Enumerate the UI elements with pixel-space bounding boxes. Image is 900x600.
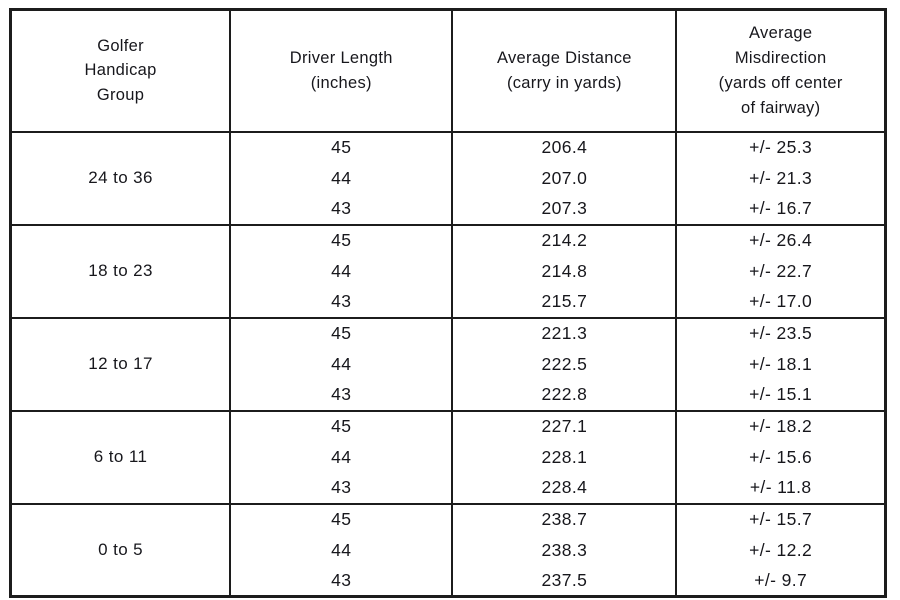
misdirection-cell: +/- 26.4 — [675, 223, 887, 256]
header-driver-length: Driver Length (inches) — [229, 9, 454, 133]
driver-length-cell: 45 — [229, 130, 454, 163]
misdirection-cell: +/- 17.0 — [675, 286, 887, 318]
handicap-group-cell: 24 to 36 — [9, 130, 232, 225]
avg-distance-cell: 222.5 — [451, 348, 678, 380]
driver-length-cell: 43 — [229, 286, 454, 318]
table-row: 0 to 5 45 238.7 +/- 15.7 — [9, 502, 887, 597]
driver-length-cell: 44 — [229, 162, 454, 194]
table-row: 43 228.4 +/- 11.8 — [11, 472, 887, 504]
table-row: 18 to 23 45 214.2 +/- 26.4 — [9, 223, 887, 318]
misdirection-cell: +/- 18.1 — [675, 348, 887, 380]
table-row: 24 to 36 45 206.4 +/- 25.3 — [9, 130, 887, 225]
misdirection-cell: +/- 9.7 — [675, 565, 887, 597]
handicap-group-cell: 18 to 23 — [9, 223, 232, 318]
avg-distance-cell: 237.5 — [451, 565, 678, 597]
misdirection-cell: +/- 12.2 — [675, 534, 887, 566]
avg-distance-cell: 222.8 — [451, 379, 678, 411]
table-row: 44 228.1 +/- 15.6 — [11, 441, 887, 473]
avg-distance-cell: 214.2 — [451, 223, 678, 256]
avg-distance-cell: 228.4 — [451, 472, 678, 504]
driver-length-cell: 43 — [229, 472, 454, 504]
avg-distance-cell: 238.3 — [451, 534, 678, 566]
driver-length-cell: 45 — [229, 316, 454, 349]
misdirection-cell: +/- 23.5 — [675, 316, 887, 349]
table-row: 6 to 11 45 227.1 +/- 18.2 — [9, 409, 887, 504]
misdirection-cell: +/- 15.7 — [675, 502, 887, 535]
golf-stats-table: Golfer Handicap Group Driver Length (inc… — [9, 8, 887, 598]
misdirection-cell: +/- 22.7 — [675, 255, 887, 287]
table-row: 43 237.5 +/- 9.7 — [11, 565, 887, 597]
driver-length-cell: 44 — [229, 441, 454, 473]
header-average-misdirection: Average Misdirection (yards off center o… — [675, 9, 887, 133]
table-row: 43 215.7 +/- 17.0 — [11, 286, 887, 318]
table-row: 44 238.3 +/- 12.2 — [11, 534, 887, 566]
driver-length-cell: 44 — [229, 348, 454, 380]
handicap-group-cell: 6 to 11 — [9, 409, 232, 504]
avg-distance-cell: 207.0 — [451, 162, 678, 194]
driver-length-cell: 44 — [229, 255, 454, 287]
table-row: 43 207.3 +/- 16.7 — [11, 193, 887, 225]
avg-distance-cell: 228.1 — [451, 441, 678, 473]
table-row: 44 214.8 +/- 22.7 — [11, 255, 887, 287]
driver-length-cell: 45 — [229, 502, 454, 535]
misdirection-cell: +/- 18.2 — [675, 409, 887, 442]
misdirection-cell: +/- 15.6 — [675, 441, 887, 473]
header-average-distance: Average Distance (carry in yards) — [451, 9, 678, 133]
table-row: 12 to 17 45 221.3 +/- 23.5 — [9, 316, 887, 411]
avg-distance-cell: 227.1 — [451, 409, 678, 442]
driver-length-table: Golfer Handicap Group Driver Length (inc… — [9, 8, 887, 598]
misdirection-cell: +/- 21.3 — [675, 162, 887, 194]
driver-length-cell: 45 — [229, 223, 454, 256]
header-row: Golfer Handicap Group Driver Length (inc… — [9, 9, 887, 133]
misdirection-cell: +/- 15.1 — [675, 379, 887, 411]
handicap-group-cell: 12 to 17 — [9, 316, 232, 411]
avg-distance-cell: 206.4 — [451, 130, 678, 163]
avg-distance-cell: 215.7 — [451, 286, 678, 318]
handicap-group-cell: 0 to 5 — [9, 502, 232, 597]
avg-distance-cell: 221.3 — [451, 316, 678, 349]
header-golfer-handicap-group: Golfer Handicap Group — [9, 9, 232, 133]
table-row: 44 207.0 +/- 21.3 — [11, 162, 887, 194]
driver-length-cell: 44 — [229, 534, 454, 566]
avg-distance-cell: 238.7 — [451, 502, 678, 535]
misdirection-cell: +/- 25.3 — [675, 130, 887, 163]
driver-length-cell: 45 — [229, 409, 454, 442]
misdirection-cell: +/- 16.7 — [675, 193, 887, 225]
misdirection-cell: +/- 11.8 — [675, 472, 887, 504]
avg-distance-cell: 207.3 — [451, 193, 678, 225]
table-row: 43 222.8 +/- 15.1 — [11, 379, 887, 411]
driver-length-cell: 43 — [229, 379, 454, 411]
table-row: 44 222.5 +/- 18.1 — [11, 348, 887, 380]
avg-distance-cell: 214.8 — [451, 255, 678, 287]
driver-length-cell: 43 — [229, 193, 454, 225]
driver-length-cell: 43 — [229, 565, 454, 597]
